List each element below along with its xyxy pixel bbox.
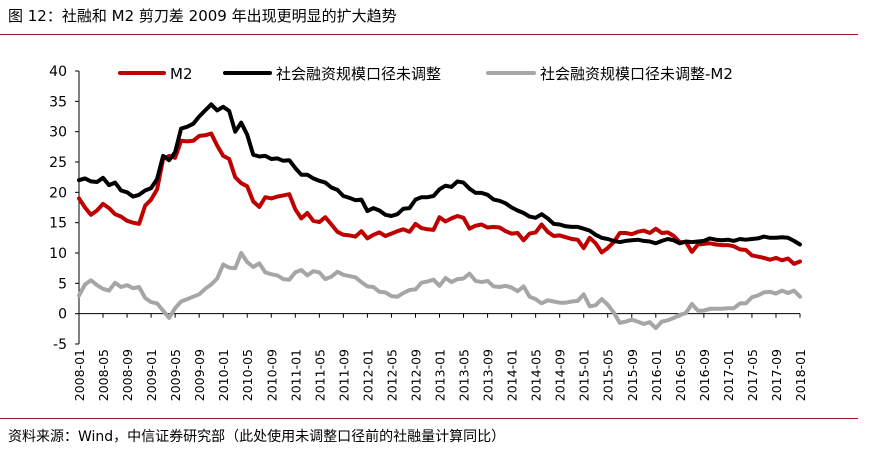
- x-axis: 2008-01 2008-05 2008-09 2009-01 2009-05 2009-…: [72, 313, 808, 401]
- x-tick-label: 2016-05: [673, 349, 688, 401]
- series-line-1: [77, 131, 802, 266]
- x-tick-label: 2008-01: [72, 349, 87, 401]
- series-line-2: [77, 102, 802, 247]
- x-tick-label: 2012-05: [384, 349, 399, 401]
- x-tick-label: 2018-01: [793, 349, 808, 401]
- title-divider: [0, 34, 858, 35]
- legend-label: 社会融资规模口径未调整: [276, 65, 441, 83]
- y-tick-label: 40: [49, 64, 67, 80]
- x-tick-label: 2013-01: [433, 349, 448, 401]
- x-tick-label: 2015-09: [625, 349, 640, 401]
- x-tick-label: 2017-01: [721, 349, 736, 401]
- x-tick-label: 2009-05: [168, 349, 183, 401]
- legend-label: M2: [170, 65, 193, 83]
- x-tick-label: 2017-09: [769, 349, 784, 401]
- x-tick-label: 2014-01: [505, 349, 520, 401]
- source-divider: [0, 418, 858, 419]
- y-tick-label: 10: [49, 246, 67, 262]
- y-tick-label: 25: [49, 155, 67, 171]
- y-tick-label: 15: [49, 216, 67, 232]
- y-axis: -5 0 5 10 15 20 25 30 35 40: [49, 64, 80, 353]
- x-tick-label: 2014-09: [553, 349, 568, 401]
- series-layer: [77, 102, 802, 331]
- x-tick-label: 2016-01: [649, 349, 664, 401]
- x-tick-label: 2017-05: [745, 349, 760, 401]
- x-tick-label: 2008-05: [96, 349, 111, 401]
- x-tick-label: 2011-05: [312, 349, 327, 401]
- y-tick-label: 35: [49, 94, 67, 110]
- x-tick-label: 2014-05: [529, 349, 544, 401]
- x-tick-label: 2009-09: [192, 349, 207, 401]
- y-tick-label: -5: [53, 337, 67, 353]
- y-tick-label: 30: [49, 125, 67, 141]
- x-tick-label: 2010-01: [216, 349, 231, 401]
- x-tick-label: 2008-09: [120, 349, 135, 401]
- x-tick-label: 2011-01: [288, 349, 303, 401]
- x-tick-label: 2012-09: [408, 349, 423, 401]
- x-tick-label: 2012-01: [360, 349, 375, 401]
- x-tick-label: 2011-09: [336, 349, 351, 401]
- line-chart: -5 0 5 10 15 20 25 30 35 40 2008-01 2008-05 2008-09…: [49, 64, 808, 401]
- source-note: 资料来源：Wind，中信证券研究部（此处使用未调整口径前的社融量计算同比）: [8, 429, 506, 445]
- x-tick-label: 2016-09: [697, 349, 712, 401]
- y-tick-label: 5: [58, 276, 67, 292]
- x-tick-label: 2015-05: [601, 349, 616, 401]
- legend: M2 社会融资规模口径未调整 社会融资规模口径未调整-M2: [118, 65, 733, 83]
- x-tick-label: 2013-09: [481, 349, 496, 401]
- x-tick-label: 2010-09: [264, 349, 279, 401]
- legend-label: 社会融资规模口径未调整-M2: [540, 65, 733, 83]
- x-tick-label: 2009-01: [144, 349, 159, 401]
- y-tick-label: 0: [58, 307, 67, 323]
- x-tick-label: 2013-05: [457, 349, 472, 401]
- figure-title: 图 12：社融和 M2 剪刀差 2009 年出现更明显的扩大趋势: [8, 7, 397, 25]
- series-line-3: [77, 251, 802, 331]
- y-tick-label: 20: [49, 185, 67, 201]
- x-tick-label: 2010-05: [240, 349, 255, 401]
- x-tick-label: 2015-01: [577, 349, 592, 401]
